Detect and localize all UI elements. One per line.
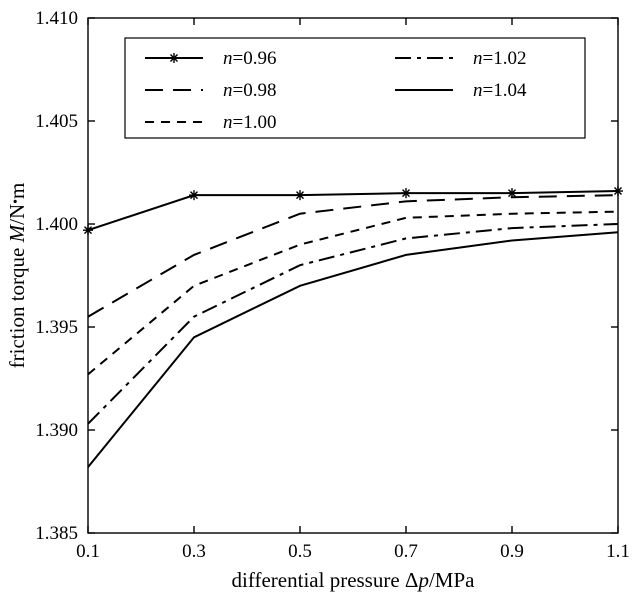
x-tick-label: 0.3: [182, 541, 206, 562]
x-tick-label: 0.1: [76, 541, 100, 562]
legend-label: n=1.04: [473, 80, 527, 101]
y-tick-label: 1.395: [35, 317, 78, 338]
y-tick-label: 1.390: [35, 420, 78, 441]
chart-container: 0.1 0.3 0.5 0.7 0.9 1.1 1.385 1.390 1.395 1.400 1.…: [0, 0, 640, 596]
chart-svg: 0.1 0.3 0.5 0.7 0.9 1.1 1.385 1.390 1.395 1.400 1.…: [0, 0, 640, 596]
legend-label: n=0.98: [223, 80, 276, 101]
y-tick-label: 1.400: [35, 214, 78, 235]
x-tick-label: 0.7: [394, 541, 418, 562]
x-axis-label: differential pressure Δp/MPa: [232, 568, 476, 592]
y-axis-label: friction torque M/N•m: [5, 183, 29, 369]
x-tick-label: 0.9: [500, 541, 524, 562]
legend-label: n=0.96: [223, 48, 276, 69]
y-tick-label: 1.405: [35, 111, 78, 132]
x-tick-label: 1.1: [606, 541, 630, 562]
y-tick-label: 1.385: [35, 523, 78, 544]
legend-label: n=1.00: [223, 112, 276, 133]
y-tick-label: 1.410: [35, 8, 78, 29]
legend-label: n=1.02: [473, 48, 526, 69]
x-tick-label: 0.5: [288, 541, 312, 562]
